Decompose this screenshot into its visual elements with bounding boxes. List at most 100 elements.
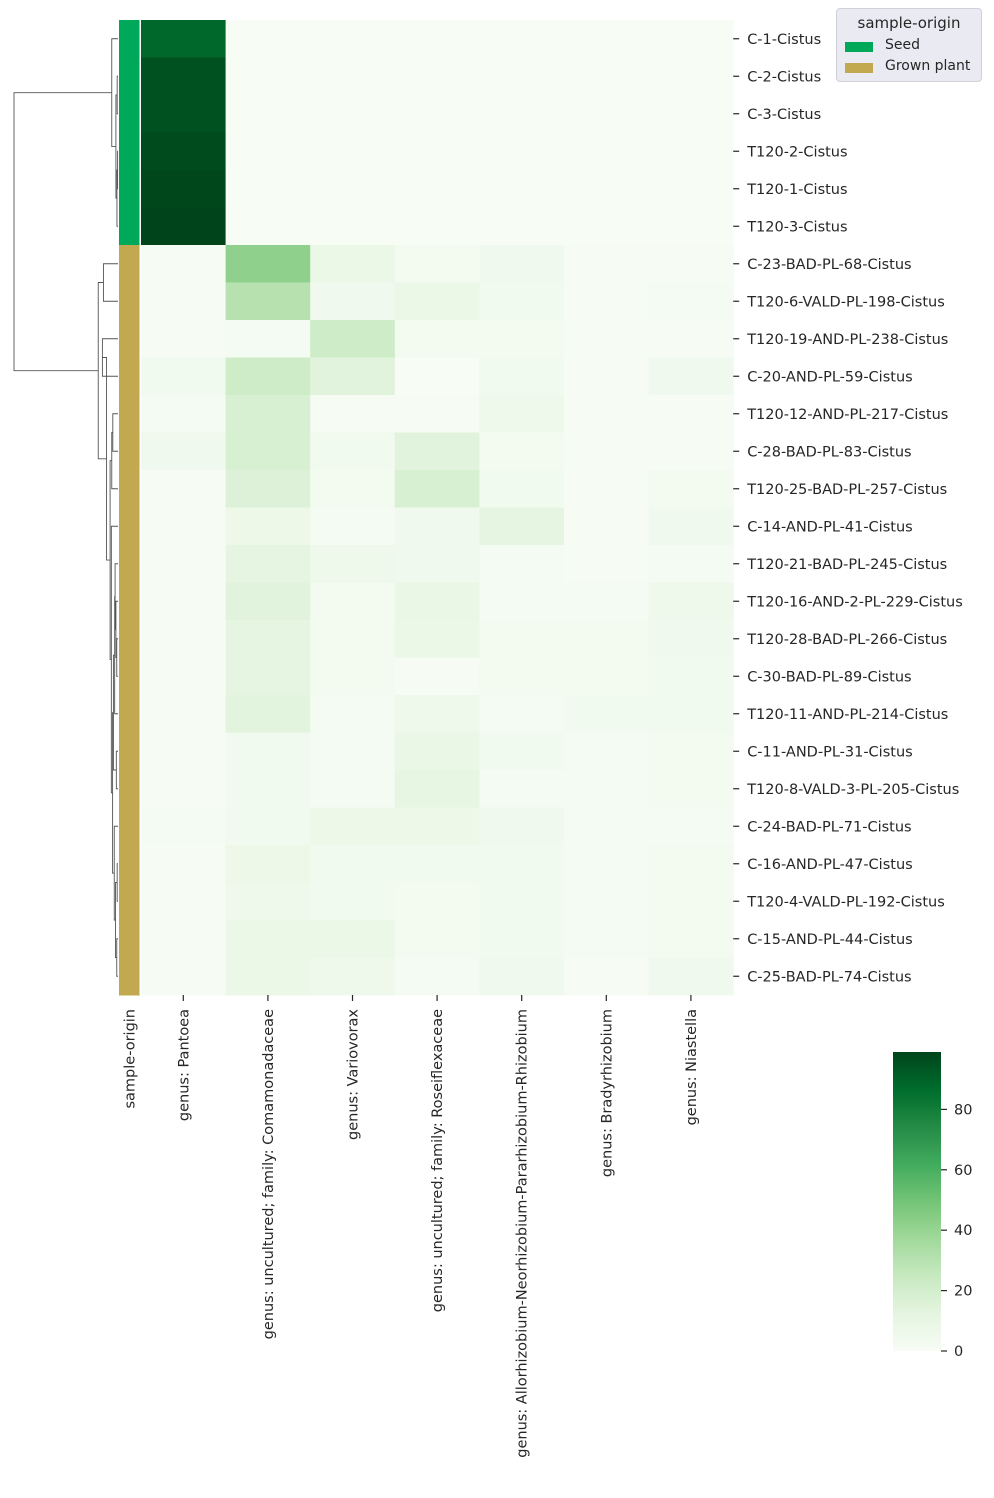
heatmap-cell xyxy=(395,920,480,958)
heatmap-cell xyxy=(649,433,734,471)
row-label: T120-16-AND-2-PL-229-Cistus xyxy=(746,594,963,610)
column-label: genus: uncultured; family: Roseiflexacea… xyxy=(430,1009,446,1312)
heatmap-cell xyxy=(141,58,226,96)
heatmap-cell xyxy=(479,958,564,996)
heatmap-cell xyxy=(649,358,734,396)
heatmap-cell xyxy=(479,20,564,58)
heatmap-cell xyxy=(310,358,395,396)
heatmap-cell xyxy=(395,658,480,696)
heatmap-cell xyxy=(310,545,395,583)
row-label: C-15-AND-PL-44-Cistus xyxy=(747,932,913,948)
heatmap-cell xyxy=(649,620,734,658)
heatmap-cell xyxy=(479,883,564,921)
heatmap-cell xyxy=(564,170,649,208)
heatmap-cell xyxy=(564,433,649,471)
row-color-cell xyxy=(119,508,140,546)
row-colors-label: sample-origin xyxy=(123,1009,139,1109)
row-color-cell xyxy=(119,583,140,621)
column-label: genus: Variovorax xyxy=(346,1009,362,1140)
heatmap-cell xyxy=(395,508,480,546)
heatmap-cell xyxy=(395,620,480,658)
row-color-cell xyxy=(119,433,140,471)
heatmap-cell xyxy=(649,733,734,771)
heatmap-cell xyxy=(479,58,564,96)
heatmap-cell xyxy=(310,170,395,208)
heatmap-cell xyxy=(310,470,395,508)
row-color-cell xyxy=(119,883,140,921)
heatmap-cell xyxy=(141,883,226,921)
heatmap-cell xyxy=(395,245,480,283)
row-color-cell xyxy=(119,920,140,958)
heatmap-cell xyxy=(310,395,395,433)
row-color-cell xyxy=(119,545,140,583)
heatmap-cell xyxy=(564,283,649,321)
heatmap-cell xyxy=(141,845,226,883)
dendrogram-branch xyxy=(117,864,118,902)
column-labels: sample-origin genus: Pantoea genus: uncult… xyxy=(123,995,700,1458)
heatmap-cell xyxy=(395,170,480,208)
heatmap-cell xyxy=(479,545,564,583)
row-color-cell xyxy=(119,470,140,508)
column-label: genus: Bradyrhizobium xyxy=(599,1009,615,1177)
legend-label-grown-plant: Grown plant xyxy=(885,58,970,74)
row-label: T120-11-AND-PL-214-Cistus xyxy=(746,707,948,723)
row-label: C-28-BAD-PL-83-Cistus xyxy=(747,444,911,460)
row-color-cell xyxy=(119,133,140,171)
heatmap-cell xyxy=(395,433,480,471)
heatmap-cell xyxy=(141,470,226,508)
heatmap-cell xyxy=(649,958,734,996)
heatmap-cell xyxy=(141,733,226,771)
heatmap-cell xyxy=(479,283,564,321)
heatmap-cell xyxy=(395,770,480,808)
heatmap-cell xyxy=(649,770,734,808)
heatmap-cell xyxy=(564,770,649,808)
heatmap-cell xyxy=(226,958,311,996)
heatmap-cell xyxy=(395,583,480,621)
row-label: T120-19-AND-PL-238-Cistus xyxy=(746,332,948,348)
heatmap-cell xyxy=(564,395,649,433)
heatmap-cell xyxy=(141,658,226,696)
row-label: T120-6-VALD-PL-198-Cistus xyxy=(746,294,945,310)
heatmap-cell xyxy=(226,395,311,433)
heatmap-cell xyxy=(310,95,395,133)
heatmap-cell xyxy=(141,283,226,321)
heatmap-cell xyxy=(226,433,311,471)
heatmap-cell xyxy=(395,545,480,583)
heatmap-cell xyxy=(479,95,564,133)
row-color-cell xyxy=(119,658,140,696)
heatmap-cell xyxy=(310,133,395,171)
row-color-cell xyxy=(119,320,140,358)
row-color-cell xyxy=(119,958,140,996)
heatmap-cell xyxy=(649,20,734,58)
heatmap-cells xyxy=(141,20,734,996)
dendrogram-branch xyxy=(117,639,118,677)
heatmap-cell xyxy=(649,920,734,958)
dendrogram-branch xyxy=(113,414,118,452)
heatmap-cell xyxy=(141,170,226,208)
heatmap-cell xyxy=(141,95,226,133)
heatmap-cell xyxy=(649,508,734,546)
heatmap-cell xyxy=(649,470,734,508)
heatmap-cell xyxy=(564,583,649,621)
heatmap-cell xyxy=(649,808,734,846)
heatmap-cell xyxy=(649,658,734,696)
heatmap-cell xyxy=(141,133,226,171)
heatmap-cell xyxy=(564,470,649,508)
heatmap-cell xyxy=(564,320,649,358)
heatmap-cell xyxy=(226,695,311,733)
row-label: C-23-BAD-PL-68-Cistus xyxy=(747,257,911,273)
heatmap-cell xyxy=(395,695,480,733)
column-label: genus: Pantoea xyxy=(176,1009,192,1121)
heatmap-cell xyxy=(395,958,480,996)
heatmap-cell xyxy=(479,320,564,358)
heatmap-cell xyxy=(310,583,395,621)
row-label: C-16-AND-PL-47-Cistus xyxy=(747,857,913,873)
heatmap-cell xyxy=(479,133,564,171)
heatmap-cell xyxy=(649,583,734,621)
column-label: genus: Niastella xyxy=(684,1009,700,1125)
heatmap-cell xyxy=(479,733,564,771)
heatmap-cell xyxy=(310,433,395,471)
heatmap-cell xyxy=(479,770,564,808)
heatmap-cell xyxy=(310,20,395,58)
